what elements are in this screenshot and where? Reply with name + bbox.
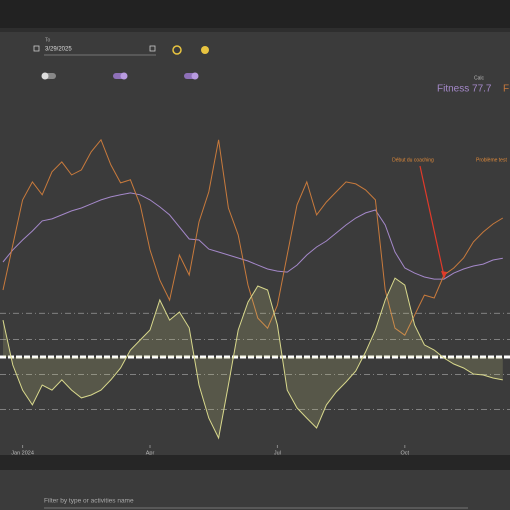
annotation-arrowhead bbox=[441, 271, 447, 279]
annotation: Début du coaching bbox=[392, 157, 434, 163]
series-line bbox=[2, 138, 504, 336]
annotation-arrow bbox=[419, 165, 445, 277]
fitness-legend: Fitness 77.7 bbox=[437, 84, 492, 95]
calc-label: Calc bbox=[474, 75, 485, 81]
series-line bbox=[2, 192, 503, 280]
annotation: Problème test bbox=[476, 157, 507, 163]
settings-icon[interactable] bbox=[172, 45, 182, 55]
divider bbox=[0, 455, 510, 470]
toggle-knob bbox=[191, 72, 199, 80]
x-tick-label: Jul bbox=[274, 450, 281, 456]
chart-panel bbox=[0, 32, 510, 455]
fatigue-legend: F bbox=[503, 84, 509, 95]
series-line bbox=[2, 277, 503, 440]
to-label: To bbox=[45, 37, 51, 43]
date-field[interactable]: 3/29/2025 bbox=[45, 47, 72, 53]
options-icon[interactable] bbox=[201, 46, 209, 54]
x-tick-label: Apr bbox=[146, 450, 155, 456]
filter-input[interactable]: Filter by type or activities name bbox=[44, 498, 134, 505]
top-bar bbox=[0, 0, 510, 28]
calendar-icon[interactable] bbox=[33, 45, 40, 52]
x-tick-label: Oct bbox=[401, 450, 410, 456]
toggle-knob bbox=[120, 72, 128, 80]
calendar-icon[interactable] bbox=[149, 45, 156, 52]
plot: Jan 2024 Apr Jul Oct Début du coaching Problè… bbox=[0, 138, 510, 456]
form-area bbox=[3, 278, 503, 438]
filter-panel bbox=[0, 470, 510, 510]
x-tick-label: Jan 2024 bbox=[11, 450, 34, 456]
toggle-knob bbox=[41, 72, 49, 80]
